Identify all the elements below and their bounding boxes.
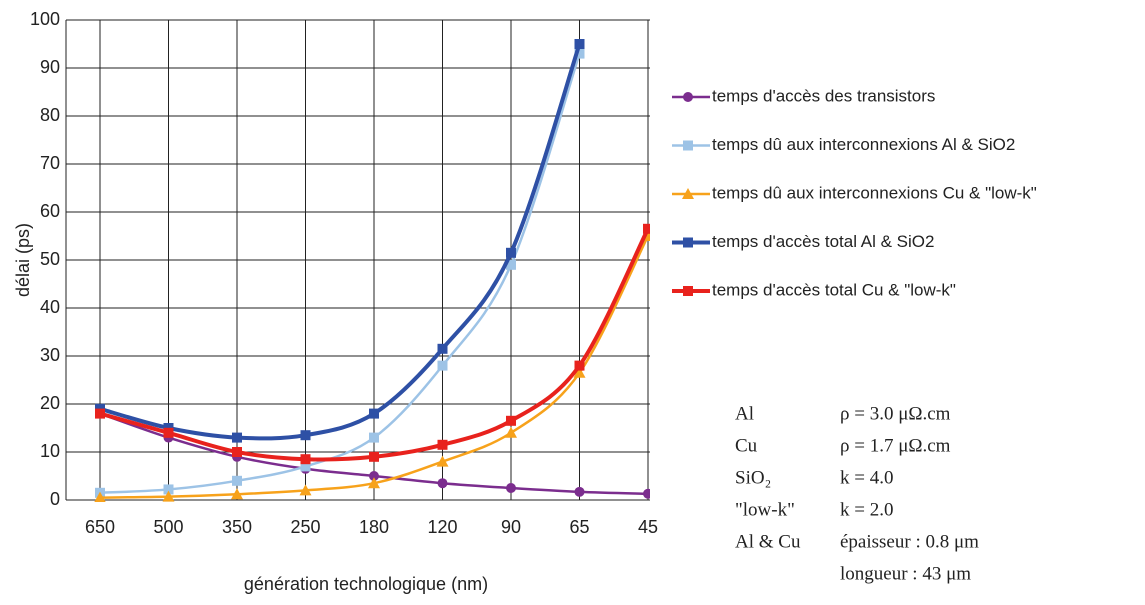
annotation: épaisseur : 0.8 μm	[840, 531, 979, 552]
y-tick-label: 70	[40, 153, 60, 173]
series-line	[99, 43, 582, 441]
marker	[95, 408, 105, 419]
legend-label: temps d'accès total Cu & "low-k"	[712, 280, 956, 299]
marker	[683, 140, 693, 151]
annotation: Al	[735, 403, 754, 424]
legend-label: temps dû aux interconnexions Al & SiO2	[712, 135, 1015, 154]
x-tick-label: 350	[222, 517, 252, 537]
marker	[368, 477, 380, 489]
marker	[94, 491, 106, 502]
marker	[506, 259, 516, 270]
x-tick-label: 65	[569, 517, 589, 537]
y-tick-label: 10	[40, 441, 60, 461]
y-tick-label: 30	[40, 345, 60, 365]
marker	[437, 360, 448, 371]
marker	[683, 237, 693, 248]
annotation: ρ = 1.7 μΩ.cm	[840, 435, 951, 456]
annotation: Al & Cu	[735, 531, 801, 552]
marker	[162, 490, 175, 502]
marker	[436, 455, 449, 467]
marker	[683, 286, 693, 296]
annotation: ρ = 3.0 μΩ.cm	[840, 403, 951, 424]
x-tick-label: 45	[638, 517, 658, 537]
y-tick-label: 60	[40, 201, 60, 221]
marker	[163, 484, 174, 495]
legend-label: temps d'accès des transistors	[712, 86, 935, 105]
marker	[369, 408, 379, 419]
plot-area	[94, 39, 650, 502]
y-tick-label: 40	[40, 297, 60, 317]
y-axis-title: délai (ps)	[13, 223, 33, 297]
marker	[163, 427, 174, 438]
marker	[506, 415, 516, 426]
marker	[506, 247, 516, 258]
x-tick-label: 500	[153, 517, 183, 537]
marker	[231, 488, 243, 500]
y-tick-label: 100	[30, 9, 60, 29]
marker	[232, 432, 242, 443]
annotation: k = 2.0	[840, 499, 893, 520]
marker	[300, 461, 311, 472]
annotation: "low-k"	[735, 499, 795, 520]
annotation: longueur : 43 μm	[840, 563, 971, 584]
marker	[643, 223, 650, 234]
marker	[573, 366, 586, 378]
annotation: k = 4.0	[840, 467, 893, 488]
legend-label: temps dû aux interconnexions Cu & "low-k…	[712, 183, 1037, 202]
annotation: Cu	[735, 435, 758, 456]
x-tick-label: 250	[290, 517, 320, 537]
y-tick-label: 0	[50, 489, 60, 509]
x-tick-label: 90	[501, 517, 521, 537]
marker	[574, 39, 585, 49]
marker	[369, 451, 379, 462]
marker	[574, 360, 585, 371]
marker	[369, 471, 379, 481]
x-tick-label: 650	[85, 517, 115, 537]
marker	[232, 447, 242, 457]
y-tick-label: 20	[40, 393, 60, 413]
marker	[369, 432, 379, 443]
marker	[574, 486, 585, 497]
y-tick-label: 50	[40, 249, 60, 269]
x-tick-label: 180	[359, 517, 389, 537]
marker	[643, 488, 650, 499]
marker	[437, 478, 448, 489]
y-tick-label: 90	[40, 57, 60, 77]
x-axis-title: génération technologique (nm)	[244, 574, 488, 594]
marker	[682, 188, 694, 199]
marker	[299, 484, 312, 496]
marker	[574, 48, 585, 59]
marker	[506, 483, 516, 493]
marker	[505, 426, 517, 438]
marker	[300, 430, 311, 441]
marker	[437, 343, 448, 354]
marker	[437, 439, 448, 450]
marker	[300, 454, 311, 465]
x-tick-label: 120	[427, 517, 457, 537]
legend-label: temps d'accès total Al & SiO2	[712, 232, 934, 251]
annotation: SiO₂	[735, 467, 771, 488]
marker	[683, 92, 693, 102]
marker	[232, 475, 242, 486]
y-tick-label: 80	[40, 105, 60, 125]
